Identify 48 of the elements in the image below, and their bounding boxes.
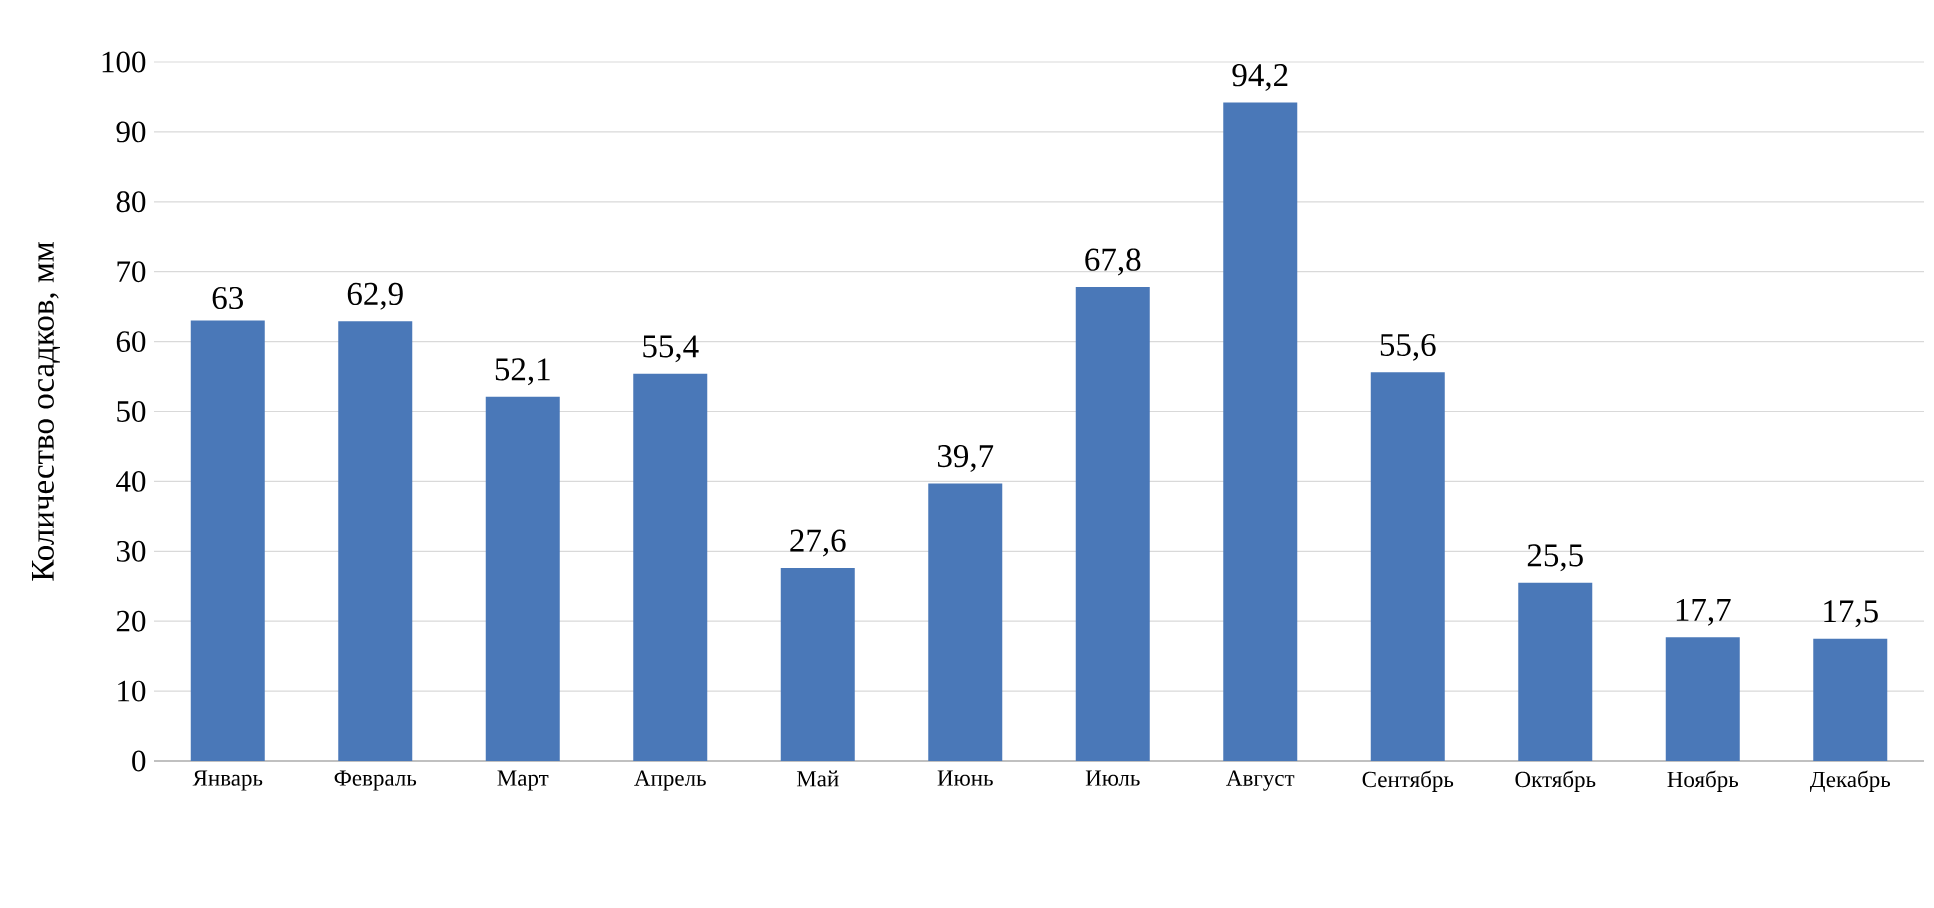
bar: [1370, 372, 1445, 761]
data-label: 25,5: [1527, 544, 1583, 572]
bar: [338, 321, 413, 761]
x-tick-label: Октябрь: [1515, 770, 1596, 792]
x-tick-label: Июнь: [937, 770, 993, 786]
bar: [633, 373, 708, 761]
y-tick-label: 60: [116, 331, 146, 353]
x-tick-label: Апрель: [634, 770, 706, 791]
y-tick-label: 10: [118, 680, 146, 702]
bar: [190, 320, 265, 761]
y-tick-label: 100: [102, 51, 146, 73]
y-tick-label: 50: [117, 401, 146, 422]
y-tick-label: 40: [116, 470, 146, 492]
x-tick-label: Март: [497, 770, 549, 791]
data-label: 39,7: [937, 445, 994, 472]
x-tick-label: Февраль: [334, 770, 417, 791]
data-label: 63: [212, 286, 243, 310]
bar: [485, 396, 560, 761]
y-tick-label: 0: [132, 750, 146, 772]
x-tick-label: Декабрь: [1809, 770, 1891, 792]
bar: [1223, 102, 1298, 761]
bar: [1665, 637, 1740, 761]
bar: [928, 483, 1003, 761]
data-label: 55,4: [643, 335, 699, 363]
data-label: 52,1: [495, 358, 550, 386]
data-label: 17,5: [1824, 600, 1878, 628]
data-label: 55,6: [1380, 333, 1436, 361]
y-axis-title: Количество осадков, мм: [32, 242, 60, 581]
bar: [1075, 287, 1150, 761]
y-tick-label: 30: [116, 540, 146, 562]
y-tick-label: 70: [117, 261, 146, 283]
data-label: 94,2: [1232, 64, 1288, 92]
bar: [1813, 638, 1888, 761]
data-label: 67,8: [1085, 248, 1141, 276]
x-tick-label: Ноябрь: [1667, 770, 1739, 792]
x-tick-label: Январь: [192, 770, 263, 791]
x-tick-label: Май: [796, 770, 839, 787]
y-tick-label: 80: [116, 191, 146, 213]
x-tick-label: Июль: [1085, 770, 1140, 786]
bar: [780, 568, 855, 761]
x-tick-label: Сентябрь: [1362, 770, 1454, 792]
data-label: 17,7: [1676, 598, 1731, 626]
y-tick-label: 90: [116, 121, 146, 143]
bar: [1518, 582, 1593, 761]
data-label: 27,6: [790, 529, 846, 557]
x-tick-label: Август: [1226, 770, 1295, 791]
data-label: 62,9: [347, 282, 403, 310]
y-tick-label: 20: [116, 610, 146, 632]
